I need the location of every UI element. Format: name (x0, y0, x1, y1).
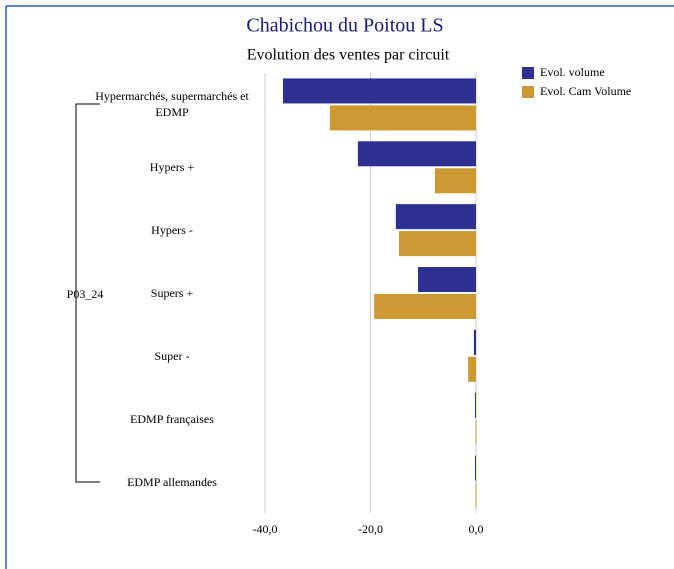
bar (357, 141, 476, 167)
bar (473, 329, 476, 355)
y-tick-label: EDMP allemandes (127, 474, 217, 489)
y-tick-label: Hypers + (149, 160, 195, 175)
bar (398, 231, 476, 257)
x-tick-label: -20,0 (358, 522, 383, 536)
y-tick-label: Hypers - (151, 223, 193, 238)
bar (474, 392, 476, 418)
y-tick-label: EDMP françaises (130, 411, 214, 426)
legend-swatch (522, 86, 534, 98)
bar (474, 455, 476, 481)
legend-label: Evol. volume (540, 65, 605, 79)
bar (434, 168, 476, 194)
chart-subtitle: Evolution des ventes par circuit (247, 47, 450, 64)
y-tick-label: Hypermarchés, supermarchés et EDMP (95, 89, 249, 120)
legend-label: Evol. Cam Volume (540, 84, 631, 98)
bar (282, 78, 476, 104)
y-tick-label: Super - (154, 348, 190, 363)
legend-swatch (522, 67, 534, 79)
bar (417, 267, 476, 292)
bar (374, 294, 476, 319)
y-tick-label: Supers + (150, 286, 194, 300)
group-bracket (75, 103, 100, 483)
bar (475, 482, 477, 508)
bar (329, 105, 476, 131)
bar (468, 356, 476, 382)
bar (475, 419, 477, 445)
bar (395, 204, 476, 230)
x-tick-label: 0,0 (469, 522, 484, 536)
x-tick-label: -40,0 (253, 522, 278, 536)
chart-title: Chabichou du Poitou LS (246, 15, 443, 37)
